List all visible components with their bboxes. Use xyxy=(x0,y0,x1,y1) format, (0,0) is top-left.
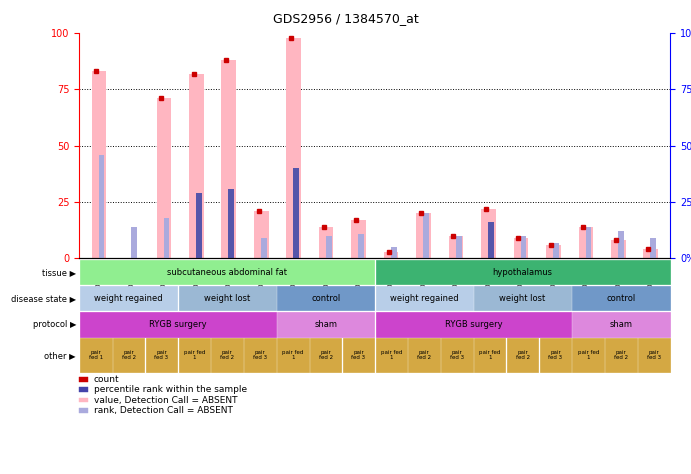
Bar xyxy=(261,238,267,258)
Bar xyxy=(650,238,656,258)
Text: weight lost: weight lost xyxy=(204,294,250,302)
Text: pair
fed 2: pair fed 2 xyxy=(220,350,234,360)
Text: pair
fed 3: pair fed 3 xyxy=(352,350,366,360)
Bar xyxy=(196,193,202,258)
Bar xyxy=(448,236,464,258)
Text: RYGB surgery: RYGB surgery xyxy=(149,320,207,328)
Text: rank, Detection Call = ABSENT: rank, Detection Call = ABSENT xyxy=(94,406,233,415)
Bar xyxy=(553,243,559,258)
Text: control: control xyxy=(607,294,636,302)
Text: pair fed
1: pair fed 1 xyxy=(479,350,500,360)
Text: pair fed
1: pair fed 1 xyxy=(282,350,303,360)
Text: pair
fed 1: pair fed 1 xyxy=(89,350,103,360)
Bar xyxy=(611,240,625,258)
Bar xyxy=(391,247,397,258)
Bar xyxy=(643,249,658,258)
Bar xyxy=(488,222,494,258)
Bar xyxy=(189,74,204,258)
Text: pair fed
1: pair fed 1 xyxy=(184,350,205,360)
Text: percentile rank within the sample: percentile rank within the sample xyxy=(94,385,247,394)
Text: GDS2956 / 1384570_at: GDS2956 / 1384570_at xyxy=(273,12,418,25)
Text: subcutaneous abdominal fat: subcutaneous abdominal fat xyxy=(167,268,287,276)
Bar xyxy=(319,227,334,258)
Text: pair
fed 3: pair fed 3 xyxy=(253,350,267,360)
Text: tissue ▶: tissue ▶ xyxy=(42,268,76,276)
Bar xyxy=(286,38,301,258)
Bar xyxy=(513,238,528,258)
Bar xyxy=(359,234,364,258)
Text: sham: sham xyxy=(314,320,337,328)
Bar xyxy=(92,72,106,258)
Text: pair
fed 3: pair fed 3 xyxy=(647,350,661,360)
Bar xyxy=(229,189,234,258)
Bar xyxy=(131,227,137,258)
Bar xyxy=(254,211,269,258)
Text: other ▶: other ▶ xyxy=(44,351,76,359)
Text: protocol ▶: protocol ▶ xyxy=(32,320,76,328)
Bar xyxy=(222,60,236,258)
Text: pair
fed 2: pair fed 2 xyxy=(417,350,431,360)
Bar xyxy=(455,236,462,258)
Text: pair
fed 3: pair fed 3 xyxy=(450,350,464,360)
Bar xyxy=(423,213,429,258)
Text: value, Detection Call = ABSENT: value, Detection Call = ABSENT xyxy=(94,396,238,404)
Bar xyxy=(416,213,431,258)
Bar xyxy=(578,227,593,258)
Text: pair
fed 3: pair fed 3 xyxy=(155,350,169,360)
Text: pair fed
1: pair fed 1 xyxy=(381,350,402,360)
Bar xyxy=(618,231,624,258)
Bar xyxy=(157,99,171,258)
Text: weight lost: weight lost xyxy=(500,294,546,302)
Text: pair
fed 2: pair fed 2 xyxy=(319,350,332,360)
Text: pair
fed 3: pair fed 3 xyxy=(549,350,562,360)
Text: disease state ▶: disease state ▶ xyxy=(11,294,76,302)
Bar xyxy=(520,236,527,258)
Text: count: count xyxy=(94,375,120,383)
Bar xyxy=(326,236,332,258)
Bar xyxy=(164,218,169,258)
Bar xyxy=(294,168,299,258)
Text: pair
fed 2: pair fed 2 xyxy=(614,350,628,360)
Text: pair
fed 2: pair fed 2 xyxy=(515,350,529,360)
Text: pair
fed 2: pair fed 2 xyxy=(122,350,135,360)
Bar xyxy=(546,245,560,258)
Text: RYGB surgery: RYGB surgery xyxy=(444,320,502,328)
Bar xyxy=(481,209,495,258)
Text: control: control xyxy=(311,294,340,302)
Bar xyxy=(384,252,399,258)
Text: hypothalamus: hypothalamus xyxy=(493,268,553,276)
Bar xyxy=(99,155,104,258)
Bar xyxy=(585,227,591,258)
Text: pair fed
1: pair fed 1 xyxy=(578,350,599,360)
Text: sham: sham xyxy=(609,320,632,328)
Bar xyxy=(351,220,366,258)
Text: weight regained: weight regained xyxy=(390,294,458,302)
Text: weight regained: weight regained xyxy=(95,294,163,302)
